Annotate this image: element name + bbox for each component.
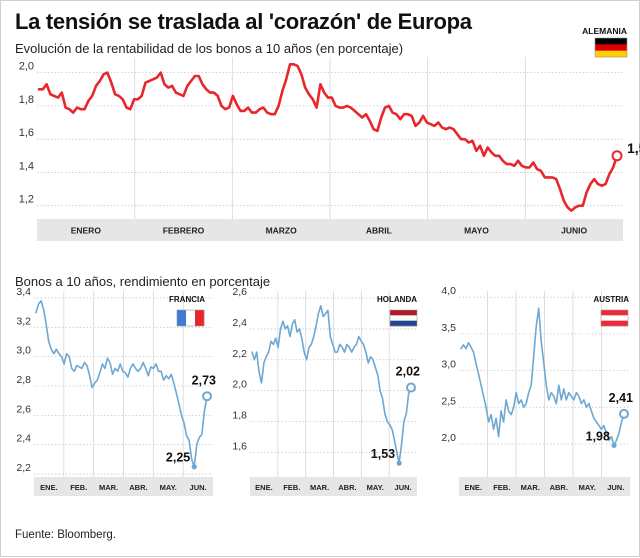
end-value-label: 2,41	[609, 391, 633, 405]
x-tick-label: ABR.	[129, 483, 147, 492]
flag-icon	[594, 37, 628, 58]
x-tick-label: MAR.	[99, 483, 118, 492]
y-tick-label: 4,0	[441, 285, 456, 297]
x-tick-label: ENE.	[40, 483, 58, 492]
y-tick-label: 2,4	[232, 317, 247, 329]
x-tick-label: JUN.	[395, 483, 412, 492]
y-tick-label: 1,6	[19, 127, 34, 139]
x-tick-label: MAY.	[160, 483, 177, 492]
y-tick-label: 1,8	[232, 409, 247, 421]
min-point-marker	[611, 442, 617, 449]
y-tick-label: 2,6	[16, 403, 31, 415]
page-title: La tensión se traslada al 'corazón' de E…	[15, 9, 472, 34]
flag-stripe	[601, 320, 628, 327]
series-line	[251, 305, 412, 464]
country-label: HOLANDA	[377, 295, 417, 304]
x-tick-label: ABR.	[550, 483, 568, 492]
series-line	[460, 307, 625, 447]
end-value-label: 2,73	[192, 373, 216, 387]
flag-stripe	[595, 50, 627, 58]
x-tick-label: FEB.	[70, 483, 87, 492]
country-label: AUSTRIA	[593, 295, 629, 304]
y-tick-label: 3,4	[16, 286, 31, 298]
y-tick-label: 2,8	[16, 374, 31, 386]
main-chart-subtitle: Evolución de la rentabilidad de los bono…	[15, 41, 404, 56]
flag-stripe	[595, 44, 627, 51]
x-tick-label: JUNIO	[561, 226, 587, 236]
y-tick-label: 3,0	[16, 345, 31, 357]
x-tick-label: MAY.	[579, 483, 596, 492]
series-line	[35, 300, 208, 468]
small-charts-subtitle: Bonos a 10 años, rendimiento en porcenta…	[15, 274, 271, 289]
flag-border	[594, 37, 628, 58]
x-tick-label: FEB.	[283, 483, 300, 492]
flag-stripe	[186, 310, 196, 326]
month-axis-band	[34, 477, 213, 496]
min-value-label: 2,25	[166, 451, 190, 465]
flag-border	[389, 309, 418, 327]
end-value-label: 2,02	[396, 365, 420, 379]
y-tick-label: 3,0	[441, 359, 456, 371]
min-point-marker	[396, 460, 402, 466]
x-tick-label: JUN.	[607, 483, 624, 492]
x-tick-label: MAY.	[367, 483, 384, 492]
y-tick-label: 2,2	[16, 462, 31, 474]
x-tick-label: ENE.	[464, 483, 482, 492]
flag-stripe	[195, 310, 205, 326]
series-line	[37, 63, 619, 212]
flag-stripe	[601, 310, 628, 316]
x-tick-label: ABRIL	[366, 226, 392, 236]
x-tick-label: MAR.	[310, 483, 329, 492]
x-tick-label: JUN.	[190, 483, 207, 492]
end-point-marker	[406, 382, 416, 393]
flag-stripe	[601, 315, 628, 321]
y-tick-label: 3,5	[441, 322, 456, 334]
y-tick-label: 3,2	[16, 315, 31, 327]
x-tick-label: MAYO	[464, 226, 489, 236]
flag-stripe	[595, 38, 627, 45]
flag-border	[176, 309, 205, 327]
y-tick-label: 1,4	[19, 160, 34, 172]
end-value-label: 1,5	[627, 140, 640, 156]
end-point-marker	[202, 391, 212, 402]
flag-stripe	[177, 310, 187, 326]
y-tick-label: 1,8	[19, 94, 34, 106]
y-tick-label: 2,0	[441, 432, 456, 444]
x-tick-label: ENE.	[255, 483, 273, 492]
x-tick-label: ABR.	[338, 483, 356, 492]
source-note: Fuente: Bloomberg.	[15, 529, 117, 541]
month-axis-band	[250, 477, 417, 496]
flag-icon	[600, 309, 629, 327]
y-tick-label: 2,4	[16, 433, 31, 445]
end-point-marker	[619, 408, 629, 419]
y-tick-label: 2,5	[441, 395, 456, 407]
flag-icon	[389, 309, 418, 327]
y-tick-label: 2,2	[232, 348, 247, 360]
y-tick-label: 2,0	[19, 61, 34, 73]
flag-stripe	[390, 310, 417, 316]
min-point-marker	[191, 464, 197, 470]
y-tick-label: 2,6	[232, 286, 247, 298]
flag-stripe	[390, 320, 417, 327]
month-axis-band	[37, 219, 623, 241]
min-value-label: 1,53	[371, 447, 395, 461]
country-label: ALEMANIA	[582, 26, 627, 36]
flag-border	[600, 309, 629, 327]
country-label: FRANCIA	[169, 295, 205, 304]
end-point-marker	[611, 150, 623, 162]
x-tick-label: FEBRERO	[163, 226, 205, 236]
x-tick-label: ENERO	[71, 226, 102, 236]
y-tick-label: 1,6	[232, 440, 247, 452]
x-tick-label: FEB.	[493, 483, 510, 492]
x-tick-label: MAR.	[521, 483, 540, 492]
y-tick-label: 1,2	[19, 194, 34, 206]
flag-stripe	[390, 315, 417, 321]
x-tick-label: MARZO	[266, 226, 298, 236]
month-axis-band	[459, 477, 630, 496]
flag-icon	[176, 309, 205, 327]
y-tick-label: 2,0	[232, 379, 247, 391]
min-value-label: 1,98	[586, 429, 610, 443]
